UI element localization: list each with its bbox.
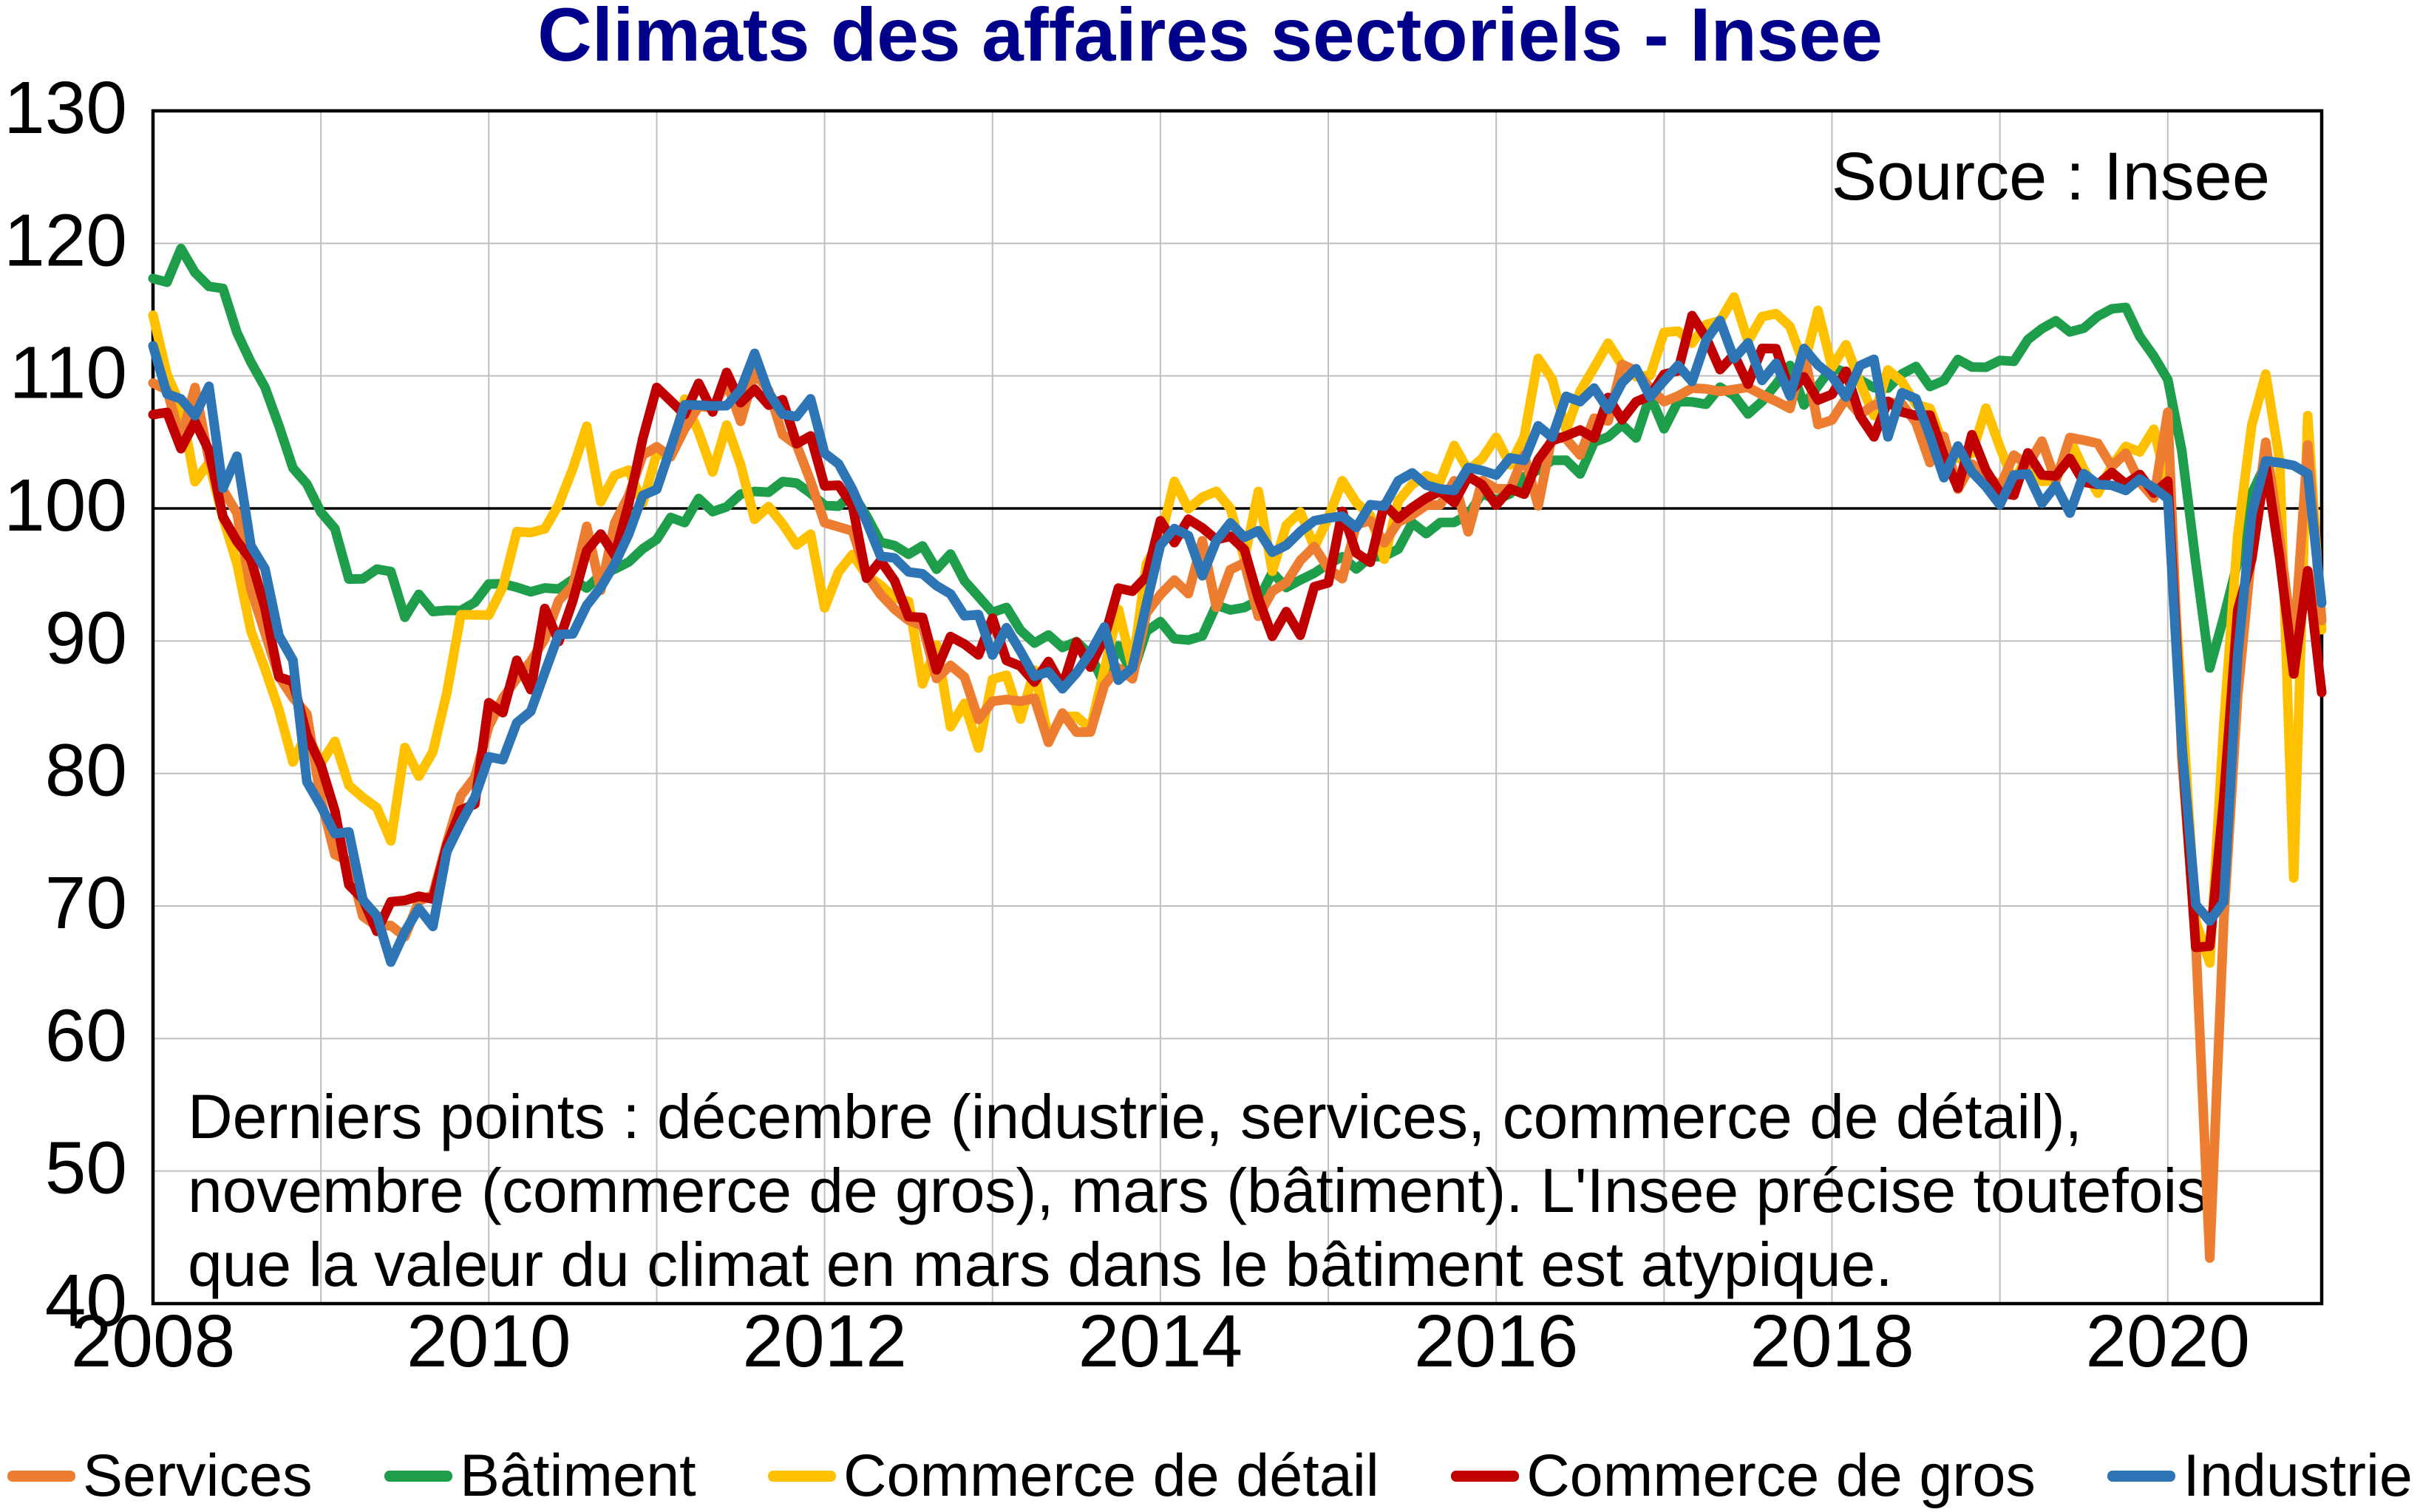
svg-text:90: 90 (45, 596, 127, 679)
svg-text:novembre (commerce de gros),: novembre (commerce de gros), mars (bâtim… (188, 1156, 2208, 1225)
svg-text:2020: 2020 (2086, 1300, 2250, 1383)
svg-text:2012: 2012 (742, 1300, 906, 1383)
svg-text:50: 50 (45, 1127, 127, 1210)
svg-text:2016: 2016 (1414, 1300, 1578, 1383)
svg-text:120: 120 (4, 199, 127, 282)
svg-text:2018: 2018 (1750, 1300, 1914, 1383)
svg-text:110: 110 (10, 332, 127, 415)
svg-text:60: 60 (45, 994, 127, 1077)
svg-text:Source : Insee: Source : Insee (1832, 139, 2270, 214)
svg-text:Derniers points : décembre (in: Derniers points : décembre (industrie, s… (188, 1082, 2082, 1151)
svg-text:70: 70 (45, 862, 127, 944)
svg-text:130: 130 (4, 67, 127, 149)
svg-text:2014: 2014 (1078, 1300, 1243, 1383)
svg-text:2008: 2008 (71, 1300, 235, 1383)
svg-text:que la valeur du climat en mar: que la valeur du climat en mars dans le … (188, 1230, 1893, 1299)
svg-text:80: 80 (45, 729, 127, 812)
svg-text:2010: 2010 (407, 1300, 571, 1383)
svg-text:100: 100 (4, 464, 127, 547)
